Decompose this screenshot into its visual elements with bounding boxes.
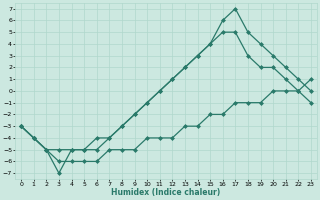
- X-axis label: Humidex (Indice chaleur): Humidex (Indice chaleur): [111, 188, 220, 197]
